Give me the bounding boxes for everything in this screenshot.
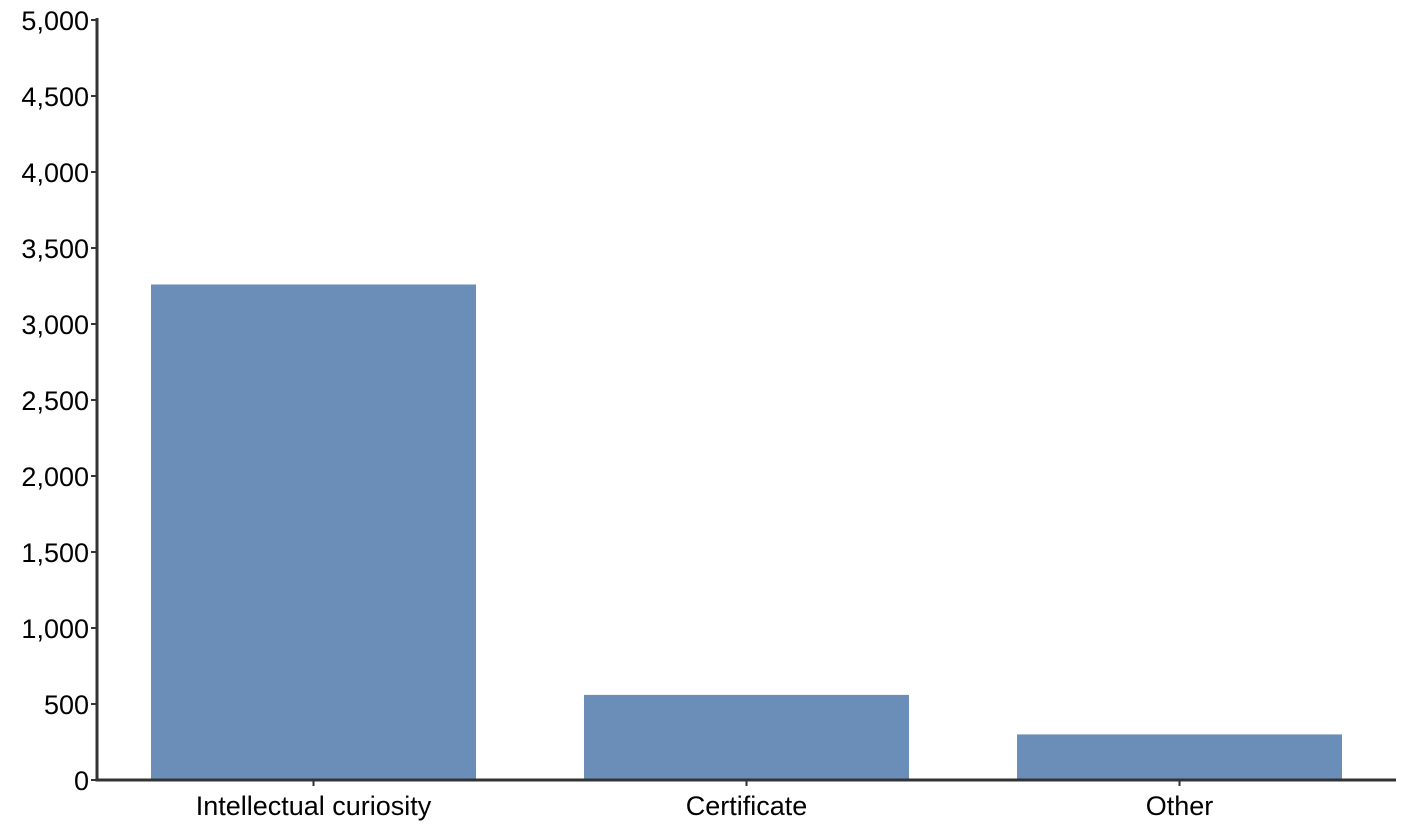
y-tick-label: 4,000 bbox=[21, 158, 89, 188]
y-tick-label: 1,000 bbox=[21, 614, 89, 644]
y-tick-label: 1,500 bbox=[21, 538, 89, 568]
x-tick-label: Other bbox=[1146, 791, 1214, 821]
x-tick-label: Intellectual curiosity bbox=[196, 791, 432, 821]
bar-2 bbox=[1017, 734, 1342, 780]
y-tick-label: 500 bbox=[44, 690, 89, 720]
y-tick-label: 3,500 bbox=[21, 234, 89, 264]
y-tick-label: 5,000 bbox=[21, 6, 89, 36]
bar-0 bbox=[151, 284, 476, 780]
x-tick-label: Certificate bbox=[686, 791, 808, 821]
y-tick-label: 2,000 bbox=[21, 462, 89, 492]
y-tick-label: 2,500 bbox=[21, 386, 89, 416]
y-tick-label: 3,000 bbox=[21, 310, 89, 340]
bars bbox=[151, 284, 1342, 780]
y-tick-label: 4,500 bbox=[21, 82, 89, 112]
x-axis-ticks: Intellectual curiosity Certificate Other bbox=[196, 780, 1214, 821]
y-tick-label: 0 bbox=[74, 766, 89, 796]
bar-1 bbox=[584, 694, 909, 780]
y-axis-ticks: 0 500 1,000 1,500 2,000 2,500 3,000 3,500 4,000 4… bbox=[21, 6, 97, 796]
